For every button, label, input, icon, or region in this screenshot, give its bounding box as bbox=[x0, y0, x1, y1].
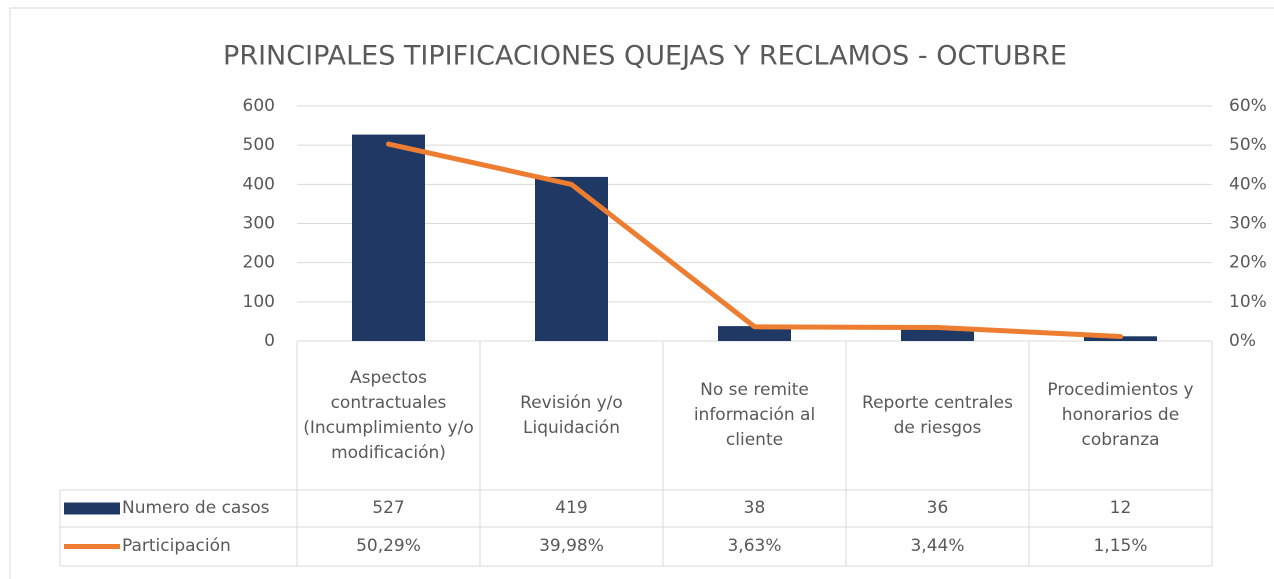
legend-label: Numero de casos bbox=[122, 498, 270, 518]
bar bbox=[352, 134, 425, 341]
table-value: 50,29% bbox=[356, 536, 421, 556]
line bbox=[386, 141, 1123, 339]
y2-tick-label: 30% bbox=[1229, 214, 1267, 234]
table-value: 527 bbox=[372, 498, 405, 518]
y2-tick-label: 0% bbox=[1229, 331, 1256, 351]
legend-swatch bbox=[64, 502, 120, 515]
table-value: 3,63% bbox=[727, 536, 782, 556]
x-tick-label: Reporte centrales de riesgos bbox=[862, 392, 1013, 438]
y2-tick-label: 40% bbox=[1229, 174, 1267, 194]
y2-tick-label: 10% bbox=[1229, 292, 1267, 312]
y-tick-label: 300 bbox=[243, 214, 275, 234]
x-tick-label: Revisión y/o Liquidación bbox=[520, 392, 623, 438]
table-value: 419 bbox=[555, 498, 588, 518]
table-value: 1,15% bbox=[1093, 536, 1148, 556]
table-value: 38 bbox=[743, 498, 766, 518]
table-value: 3,44% bbox=[910, 536, 965, 556]
table-value: 36 bbox=[926, 498, 949, 518]
x-tick-label: No se remite información al cliente bbox=[693, 380, 816, 450]
legend-label: Participación bbox=[122, 536, 231, 556]
y-tick-label: 600 bbox=[243, 96, 275, 116]
y-tick-label: 0 bbox=[264, 331, 275, 351]
y-tick-label: 100 bbox=[243, 292, 275, 312]
x-tick-label: Aspectos contractuales (Incumplimiento y… bbox=[303, 367, 474, 463]
table-value: 39,98% bbox=[539, 536, 604, 556]
chart-title: PRINCIPALES TIPIFICACIONES QUEJAS Y RECL… bbox=[223, 41, 1067, 72]
x-tick-label: Procedimientos y honorarios de cobranza bbox=[1047, 380, 1194, 450]
y-tick-label: 400 bbox=[243, 174, 275, 194]
y-tick-label: 200 bbox=[243, 253, 275, 273]
bar bbox=[718, 326, 791, 341]
y2-tick-label: 50% bbox=[1229, 135, 1267, 155]
y2-tick-label: 20% bbox=[1229, 253, 1267, 273]
y2-tick-label: 60% bbox=[1229, 96, 1267, 116]
y-tick-label: 500 bbox=[243, 135, 275, 155]
table-value: 12 bbox=[1109, 498, 1132, 518]
chart-border bbox=[9, 7, 1274, 579]
